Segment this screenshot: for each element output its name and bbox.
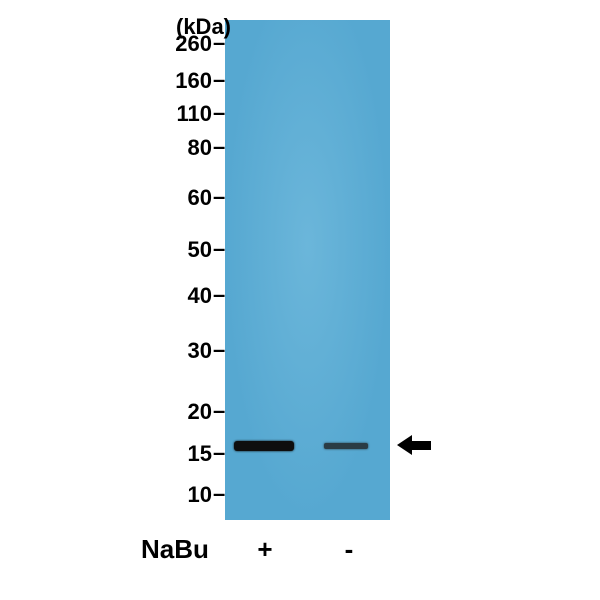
mw-label-260: 260 bbox=[175, 31, 212, 57]
mw-label-110: 110 bbox=[177, 101, 213, 127]
mw-label-80: 80 bbox=[188, 135, 212, 161]
band-arrow bbox=[397, 435, 431, 456]
mw-tick-10: – bbox=[213, 481, 225, 507]
condition-title: NaBu bbox=[141, 534, 209, 565]
mw-label-40: 40 bbox=[188, 283, 212, 309]
mw-tick-40: – bbox=[213, 282, 225, 308]
mw-tick-80: – bbox=[213, 134, 225, 160]
blot-membrane bbox=[225, 20, 390, 520]
mw-label-20: 20 bbox=[188, 399, 212, 425]
arrow-shaft bbox=[412, 441, 431, 450]
mw-label-60: 60 bbox=[188, 185, 212, 211]
arrow-head-icon bbox=[397, 435, 412, 455]
mw-label-30: 30 bbox=[188, 338, 212, 364]
mw-tick-60: – bbox=[213, 184, 225, 210]
lane-1 bbox=[228, 20, 302, 520]
lane-2 bbox=[312, 20, 386, 520]
mw-tick-50: – bbox=[213, 236, 225, 262]
mw-tick-15: – bbox=[213, 440, 225, 466]
band-lane-2 bbox=[324, 443, 368, 449]
condition-label-1: + bbox=[250, 534, 280, 565]
mw-tick-20: – bbox=[213, 398, 225, 424]
mw-label-15: 15 bbox=[188, 441, 212, 467]
condition-label-2: - bbox=[334, 534, 364, 565]
mw-tick-160: – bbox=[213, 67, 225, 93]
mw-tick-110: – bbox=[213, 100, 225, 126]
mw-label-160: 160 bbox=[175, 68, 212, 94]
mw-tick-30: – bbox=[213, 337, 225, 363]
mw-label-50: 50 bbox=[188, 237, 212, 263]
mw-label-10: 10 bbox=[188, 482, 212, 508]
mw-tick-260: – bbox=[213, 30, 225, 56]
band-lane-1 bbox=[234, 441, 294, 451]
